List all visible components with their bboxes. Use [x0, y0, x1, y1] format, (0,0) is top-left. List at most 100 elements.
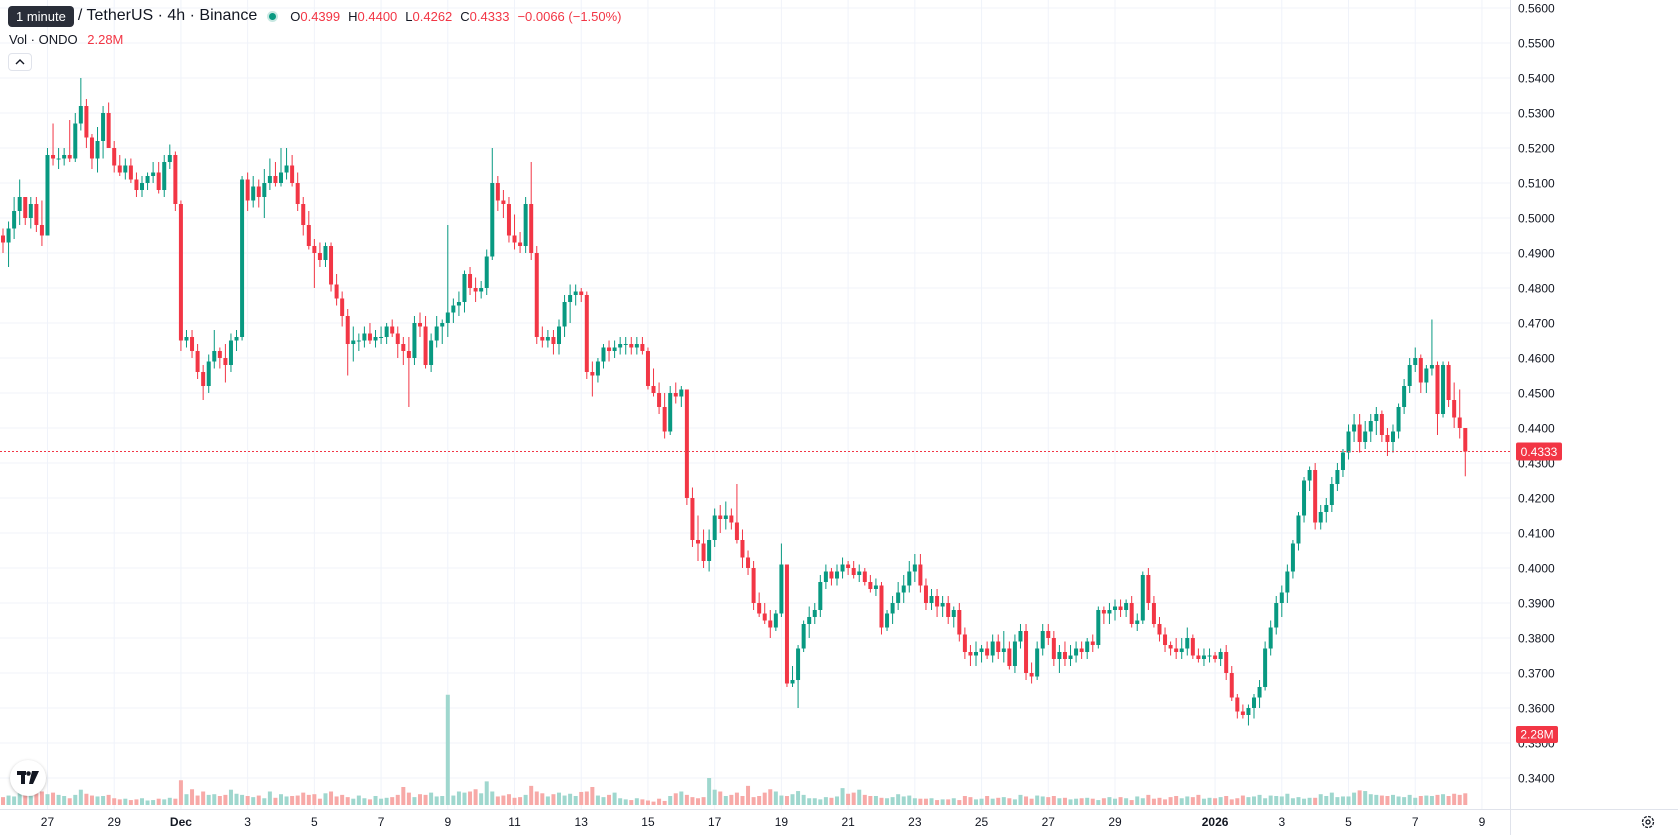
volume-bar — [1313, 797, 1318, 805]
candle-body — [623, 344, 628, 345]
volume-bar — [223, 794, 228, 805]
candle-body — [479, 288, 484, 292]
volume-bar — [1257, 794, 1262, 805]
volume-bar — [162, 799, 167, 805]
volume-bar — [329, 791, 334, 805]
volume-bar — [974, 799, 978, 805]
candle-body — [1201, 655, 1206, 659]
volume-bar — [935, 800, 940, 805]
volume-bar — [295, 795, 300, 805]
symbol-title[interactable]: / TetherUS · 4h · Binance — [77, 7, 258, 24]
candles — [1, 78, 1468, 726]
candle-body — [251, 186, 256, 201]
candle-body — [412, 323, 417, 358]
time-axis[interactable]: 27 29 Dec 3 5 7 9 11 13 15 17 19 21 23 25 27 29 2026 3 5 7 9 — [0, 809, 1678, 830]
market-status-icon — [267, 10, 279, 22]
candle-body — [1402, 386, 1407, 407]
candle-body — [473, 288, 478, 292]
candle-body — [890, 603, 895, 614]
volume-bar — [451, 795, 456, 805]
candle-body — [245, 179, 250, 201]
candle-body — [1257, 687, 1262, 698]
timeframe-badge[interactable]: 1 minute — [8, 5, 74, 27]
candle-body — [156, 172, 161, 190]
candle-body — [1446, 365, 1451, 400]
candle-body — [112, 148, 117, 166]
x-tick-label: 7 — [1412, 815, 1419, 829]
candle-body — [1085, 641, 1090, 652]
volume-bar — [696, 798, 700, 805]
candle-body — [1157, 624, 1162, 635]
volume-bar — [1407, 794, 1412, 805]
volume-bar — [351, 798, 356, 805]
chart-settings-button[interactable] — [1638, 812, 1658, 832]
volume-bar — [1124, 798, 1129, 805]
x-tick-label: 11 — [508, 815, 521, 829]
price-axis[interactable]: 0.5600 0.5500 0.5400 0.5300 0.5200 0.5100 0.50… — [1510, 0, 1556, 835]
volume-bar — [134, 799, 139, 805]
volume-bar — [829, 797, 834, 805]
volume-bar — [979, 798, 984, 805]
candle-body — [1290, 543, 1295, 572]
x-tick-label: 3 — [1278, 815, 1285, 829]
candle-body — [462, 274, 467, 302]
candle-body — [362, 333, 367, 341]
volume-bar — [106, 794, 111, 805]
candle-body — [440, 323, 445, 327]
volume-bar — [301, 792, 306, 805]
candle-body — [707, 540, 712, 561]
volume-bar — [217, 796, 222, 805]
candle-body — [796, 648, 801, 680]
x-tick-label: 15 — [641, 815, 655, 829]
candle-body — [1324, 505, 1329, 512]
volume-bar — [267, 791, 272, 805]
candle-body — [768, 620, 773, 628]
volume-bar — [151, 800, 156, 805]
candle-body — [990, 641, 995, 656]
volume-bar — [601, 797, 606, 805]
volume-bar — [228, 789, 233, 805]
x-tick-label: 23 — [908, 815, 922, 829]
candle-body — [23, 197, 28, 218]
volume-bar — [729, 794, 734, 805]
volume-bar — [1379, 795, 1384, 805]
tradingview-logo-icon[interactable] — [10, 760, 46, 796]
volume-bar — [951, 798, 956, 805]
candle-body — [701, 543, 706, 561]
candle-body — [1435, 365, 1440, 414]
candle-body — [406, 351, 411, 358]
candle-body — [907, 571, 912, 586]
volume-bar — [1201, 798, 1206, 805]
volume-bar — [256, 795, 261, 805]
x-tick-label: 9 — [1479, 815, 1486, 829]
volume-bar — [140, 798, 144, 805]
volume-bar — [245, 796, 250, 805]
candle-body — [718, 515, 723, 519]
collapse-legend-button[interactable] — [8, 53, 32, 71]
candle-body — [89, 137, 94, 159]
y-tick-label: 0.4600 — [1518, 352, 1555, 366]
candle-body — [968, 652, 973, 656]
y-tick-label: 0.4500 — [1518, 387, 1555, 401]
volume-bar — [912, 798, 917, 805]
candle-body — [418, 323, 422, 327]
volume-bar — [434, 796, 439, 805]
candle-body — [557, 326, 561, 344]
volume-bar — [1074, 798, 1079, 805]
volume-bar — [890, 797, 895, 805]
volume-bar — [1007, 798, 1012, 805]
candle-body — [896, 592, 901, 603]
volume-bar — [6, 795, 11, 805]
candle-body — [679, 389, 684, 397]
candle-body — [67, 155, 72, 159]
candle-body — [1135, 620, 1140, 624]
candle-body — [1391, 431, 1395, 442]
candle-body — [1151, 603, 1156, 624]
candle-body — [1268, 627, 1273, 649]
volume-bar — [629, 800, 634, 805]
volume-bar — [284, 796, 289, 805]
candle-body — [562, 302, 567, 327]
candle-body — [34, 204, 39, 225]
volume-bar — [1062, 797, 1067, 805]
